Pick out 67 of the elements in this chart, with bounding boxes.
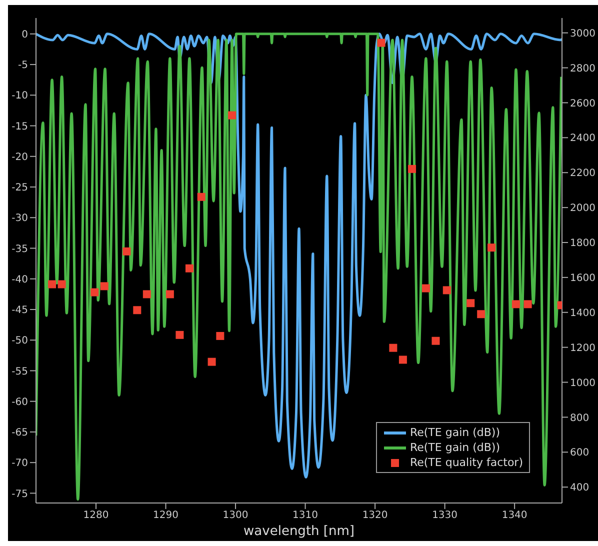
point: [524, 300, 532, 308]
point: [432, 336, 440, 345]
y-tick-label: -65: [12, 428, 28, 439]
x-tick-label: 1340: [502, 510, 528, 522]
y2-tick-label: 2200: [570, 168, 596, 180]
y-tick-label: -50: [12, 336, 28, 347]
point: [133, 306, 142, 314]
legend-label: Re(TE quality factor): [410, 455, 523, 470]
point: [408, 164, 416, 173]
y2-tick-label: 3000: [570, 28, 596, 40]
point: [216, 332, 224, 340]
point: [208, 358, 216, 366]
y-tick-label: -45: [12, 305, 28, 316]
y2-tick-label: 2400: [570, 133, 596, 144]
y2-tick-label: 1800: [570, 238, 596, 250]
point: [389, 344, 398, 352]
y-tick-label: -70: [12, 458, 28, 470]
x-tick-label: 1320: [362, 510, 388, 522]
y-tick-label: -60: [12, 396, 28, 408]
point: [377, 38, 386, 47]
point: [488, 244, 496, 252]
y2-tick-label: 600: [570, 448, 590, 459]
legend-label: Re(TE gain (dB)): [410, 425, 500, 440]
y2-tick-label: 1400: [570, 308, 596, 319]
point: [228, 111, 236, 120]
y-tick-label: -15: [12, 121, 28, 132]
legend-label: Re(TE gain (dB)): [410, 440, 500, 455]
y2-tick-label: 1000: [570, 378, 596, 389]
y2-tick-label: 1200: [570, 342, 596, 354]
x-axis-title: wavelength [nm]: [244, 524, 354, 539]
point: [48, 280, 56, 288]
y-tick-label: -5: [18, 60, 28, 72]
x-tick-label: 1330: [432, 510, 458, 522]
x-tick-label: 1300: [222, 510, 248, 522]
x-tick-label: 1310: [292, 510, 318, 522]
point: [176, 330, 184, 339]
point: [185, 264, 194, 272]
point: [166, 290, 174, 298]
point: [398, 356, 407, 364]
point: [100, 282, 108, 290]
y2-tick-label: 2800: [570, 63, 596, 74]
y-tick-label: -35: [12, 244, 28, 255]
y-tick-label: 0: [22, 29, 28, 40]
point: [442, 286, 451, 294]
y-tick-label: -20: [12, 152, 28, 163]
y2-tick-label: 800: [570, 412, 590, 424]
y-tick-label: -25: [12, 182, 28, 194]
point: [197, 192, 206, 201]
point: [58, 280, 66, 288]
point: [466, 299, 475, 308]
point: [512, 300, 520, 308]
y2-tick-label: 2000: [570, 203, 596, 214]
y-tick-label: -10: [12, 90, 28, 102]
y2-tick-label: 1600: [570, 272, 596, 284]
point: [477, 310, 486, 318]
y-tick-label: -40: [12, 274, 28, 286]
point: [90, 288, 99, 296]
x-tick-label: 1290: [153, 510, 178, 522]
y-tick-label: -55: [12, 366, 28, 378]
point: [142, 290, 151, 298]
y-tick-label: -75: [12, 488, 28, 500]
point: [422, 284, 430, 292]
point: [122, 247, 131, 256]
y2-tick-label: 400: [570, 482, 590, 494]
y-tick-label: -30: [12, 213, 28, 224]
y2-tick-label: 2600: [570, 98, 596, 110]
x-tick-label: 1280: [83, 510, 109, 522]
